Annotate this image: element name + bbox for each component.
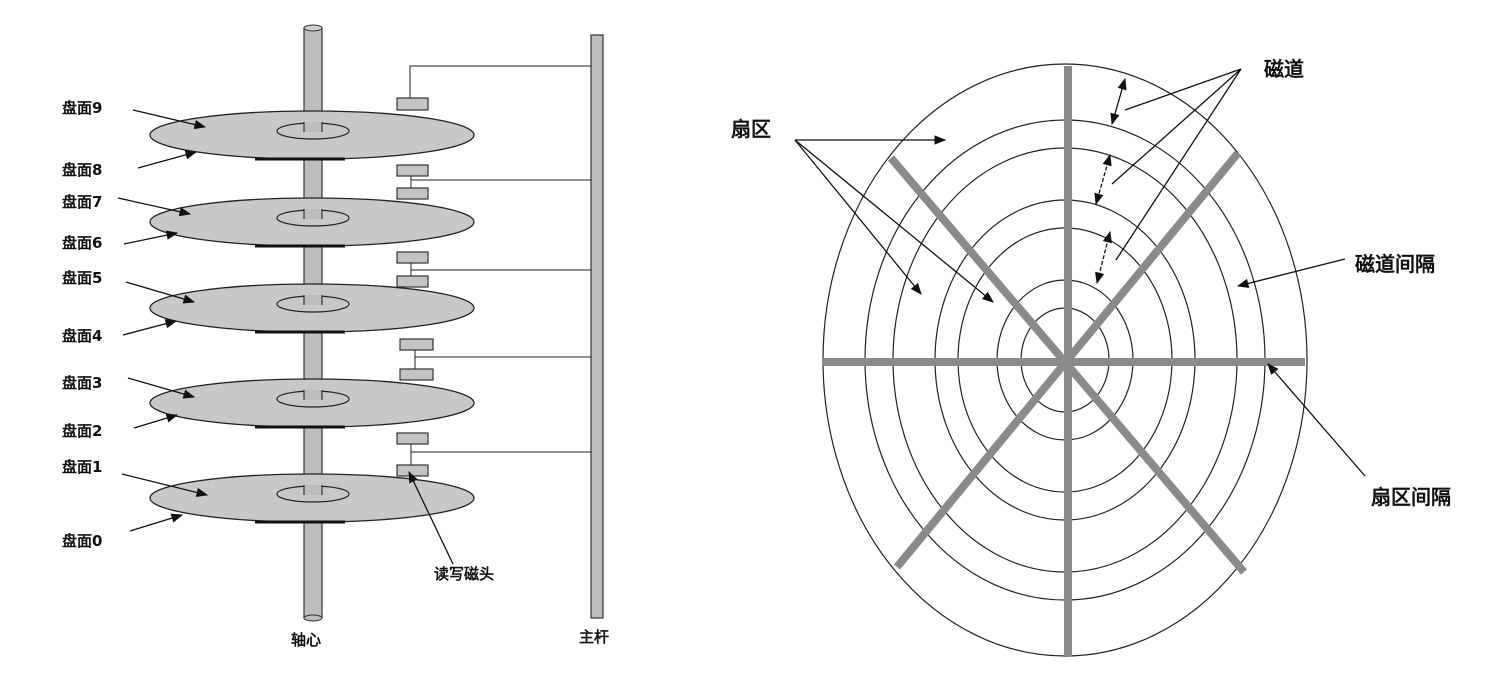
surface-label-3: 盘面3 bbox=[62, 374, 102, 392]
sector-label: 扇区 bbox=[731, 117, 771, 141]
sector-gaps bbox=[822, 66, 1305, 656]
head-1 bbox=[396, 464, 429, 477]
track-gap-label: 磁道间隔 bbox=[1355, 252, 1435, 276]
disk-stack-diagram: 盘面9 盘面8 盘面7 盘面6 盘面5 盘面4 盘面3 盘面2 盘面1 盘面0 … bbox=[62, 24, 609, 649]
head-9 bbox=[396, 97, 429, 111]
read-write-heads bbox=[396, 97, 434, 477]
surface-pointers bbox=[117, 109, 454, 565]
surface-label-6: 盘面6 bbox=[62, 234, 102, 252]
platter-1 bbox=[149, 473, 475, 524]
label-pointers bbox=[794, 68, 1366, 477]
track-label: 磁道 bbox=[1264, 57, 1304, 81]
surface-label-7: 盘面7 bbox=[62, 193, 102, 211]
platter-4 bbox=[149, 197, 475, 248]
surface-label-0: 盘面0 bbox=[62, 532, 102, 550]
surface-label-9: 盘面9 bbox=[62, 99, 102, 117]
arm-connectors bbox=[409, 65, 591, 465]
platter-5 bbox=[149, 110, 475, 161]
sector-gap-label: 扇区间隔 bbox=[1371, 485, 1451, 509]
surface-label-5: 盘面5 bbox=[62, 269, 102, 287]
track-sector-labels: 磁道 扇区 磁道间隔 扇区间隔 bbox=[731, 57, 1451, 509]
spindle-bottom bbox=[303, 614, 323, 622]
main-rod bbox=[590, 34, 604, 619]
platter-3 bbox=[149, 283, 475, 334]
surface-label-2: 盘面2 bbox=[62, 422, 102, 440]
platters bbox=[149, 110, 475, 524]
surface-label-1: 盘面1 bbox=[62, 458, 102, 476]
head-2 bbox=[396, 432, 429, 445]
surface-label-8: 盘面8 bbox=[62, 161, 102, 179]
platter-2 bbox=[149, 378, 475, 429]
track-sector-diagram: 磁道 扇区 磁道间隔 扇区间隔 bbox=[731, 57, 1451, 657]
rod-label: 主杆 bbox=[579, 628, 609, 646]
sector-gap-diagonal-b bbox=[893, 150, 1242, 570]
head-5 bbox=[396, 275, 429, 288]
head-label: 读写磁头 bbox=[434, 565, 494, 583]
head-8 bbox=[396, 164, 429, 177]
head-7 bbox=[396, 187, 429, 200]
head-6 bbox=[396, 251, 429, 264]
axis-label: 轴心 bbox=[291, 631, 321, 649]
track-width-markers bbox=[1094, 77, 1127, 285]
surface-labels: 盘面9 盘面8 盘面7 盘面6 盘面5 盘面4 盘面3 盘面2 盘面1 盘面0 … bbox=[62, 99, 609, 649]
spindle-top bbox=[303, 24, 323, 32]
head-3 bbox=[399, 368, 434, 381]
head-4 bbox=[399, 338, 434, 351]
surface-label-4: 盘面4 bbox=[62, 327, 102, 345]
